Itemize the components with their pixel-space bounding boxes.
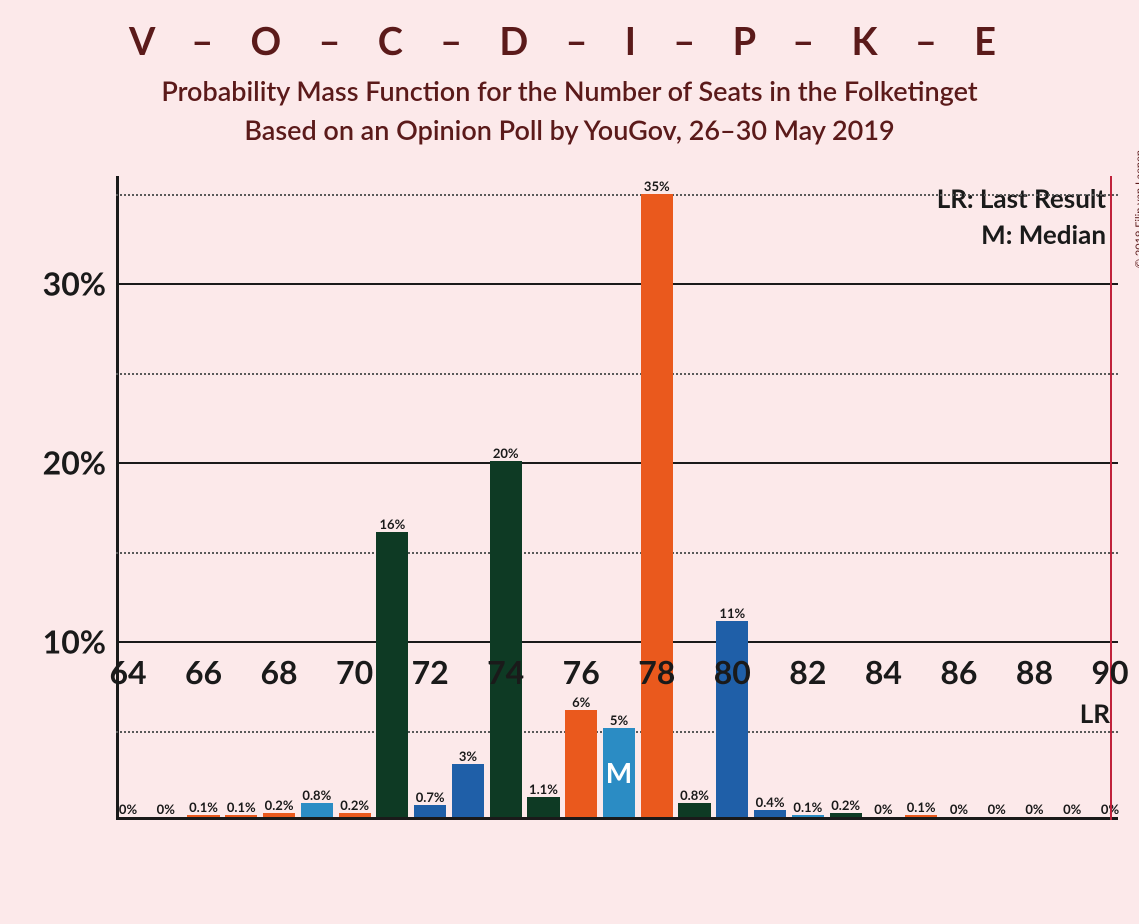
bar [527,797,559,817]
gridline-minor [116,194,1118,196]
bar [452,764,484,817]
bar-value-label: 0% [1063,801,1081,817]
legend-m: M: Median [937,218,1106,250]
gridline-major [116,641,1118,643]
y-axis-label: 10% [43,622,106,661]
gridline-major [116,462,1118,464]
bar [641,194,673,817]
bar-value-label: 6% [572,694,590,710]
bar-value-label: 0.2% [340,797,369,813]
x-axis-label: 90 [1091,652,1128,691]
bar-value-label: 5% [610,712,628,728]
chart-subtitle-2: Based on an Opinion Poll by YouGov, 26–3… [0,113,1139,146]
x-axis-label: 64 [109,652,146,691]
chart-canvas: V – O – C – D – I – P – K – E Probabilit… [0,0,1139,924]
x-axis-label: 66 [185,652,222,691]
plot-area: LR: Last Result M: Median 0% 0% 0.1% 0.1% 0.… [116,176,1118,820]
chart-title: V – O – C – D – I – P – K – E [0,18,1139,64]
bar-value-label: 1.1% [529,781,558,797]
bar-value-label: 35% [644,178,670,194]
bar-value-label: 20% [493,445,519,461]
bar [225,815,257,817]
bar [263,813,295,817]
bar-value-label: 0% [119,801,137,817]
bar-value-label: 16% [380,516,406,532]
median-bar: M [603,728,635,817]
bar-value-label: 0.4% [756,794,785,810]
bar [490,461,522,817]
gridline-minor [116,552,1118,554]
y-axis-label: 30% [43,264,106,303]
bar-value-label: 0% [157,801,175,817]
bar [716,621,748,817]
chart-titles: V – O – C – D – I – P – K – E Probabilit… [0,18,1139,146]
bar-value-label: 3% [459,748,477,764]
bar [678,803,710,817]
bar [565,710,597,817]
bar [905,815,937,817]
bar-value-label: 0.2% [265,797,294,813]
bar [301,803,333,817]
x-axis-label: 76 [563,652,600,691]
x-axis [116,817,1118,820]
gridline-major [116,283,1118,285]
x-axis-label: 82 [789,652,826,691]
y-axis [116,176,119,820]
bar [754,810,786,817]
bar-value-label: 11% [719,605,745,621]
legend: LR: Last Result M: Median [937,182,1106,254]
lr-line [1110,176,1112,820]
bar-value-label: 0.2% [831,797,860,813]
gridline-minor [116,373,1118,375]
bar-value-label: 0.1% [189,799,218,815]
bar-value-label: 0% [950,801,968,817]
x-axis-label: 70 [336,652,373,691]
y-axis-label: 20% [43,443,106,482]
x-axis-label: 74 [487,652,524,691]
bar-value-label: 0.7% [416,789,445,805]
bar-value-label: 0.1% [793,799,822,815]
x-axis-label: 80 [714,652,751,691]
bar-value-label: 0.1% [227,799,256,815]
bar-value-label: 0% [988,801,1006,817]
x-axis-label: 68 [261,652,298,691]
legend-lr: LR: Last Result [937,182,1106,214]
bar [830,813,862,817]
bar-value-label: 0.8% [302,787,331,803]
bar [792,815,824,817]
x-axis-label: 86 [940,652,977,691]
bar [414,805,446,817]
x-axis-label: 72 [412,652,449,691]
lr-label: LR [1080,697,1110,729]
bar-value-label: 0% [874,801,892,817]
bar-value-label: 0% [1025,801,1043,817]
chart-subtitle-1: Probability Mass Function for the Number… [0,74,1139,107]
copyright-text: © 2019 Filip van Laenen [1133,150,1139,268]
x-axis-label: 78 [638,652,675,691]
x-axis-label: 88 [1016,652,1053,691]
bar [376,532,408,817]
bar [187,815,219,817]
bar [339,813,371,817]
x-axis-label: 84 [865,652,902,691]
bar-value-label: 0.1% [907,799,936,815]
bar-value-label: 0.8% [680,787,709,803]
